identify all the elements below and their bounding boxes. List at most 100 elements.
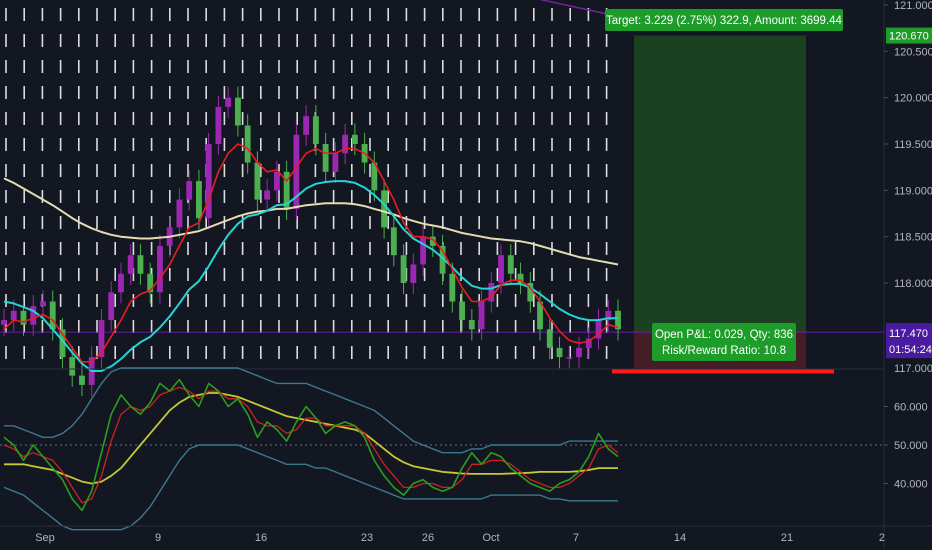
candle-body[interactable] — [30, 306, 37, 325]
signal-line[interactable] — [3, 386, 619, 504]
sma-slow-line[interactable] — [3, 177, 619, 266]
candle-body[interactable] — [1, 320, 7, 325]
lower-band-line[interactable] — [3, 444, 618, 531]
candle-body[interactable] — [205, 144, 212, 219]
candle-body[interactable] — [595, 320, 602, 339]
price-tick-label: 119.000 — [894, 185, 932, 197]
target-price-tag-text: 120.670 — [889, 31, 929, 43]
price-tick-label: 121.000 — [894, 0, 932, 12]
candle-body[interactable] — [215, 106, 222, 144]
candle-body[interactable] — [537, 301, 543, 330]
countdown-text: 01:54:24 — [889, 344, 932, 356]
position-info-box — [652, 323, 796, 361]
price-tick-label: 120.000 — [894, 93, 932, 105]
candle-body[interactable] — [546, 329, 553, 348]
candle-body[interactable] — [69, 357, 76, 376]
candle-body[interactable] — [225, 97, 232, 107]
candle-body[interactable] — [10, 310, 17, 321]
time-tick-label: 16 — [255, 532, 267, 544]
candle-body[interactable] — [517, 273, 524, 283]
time-tick-label: 9 — [155, 532, 161, 544]
upper-band-line[interactable] — [4, 367, 618, 454]
candle-body[interactable] — [439, 245, 446, 274]
candle-body[interactable] — [488, 283, 495, 302]
candle-body[interactable] — [108, 292, 115, 321]
candle-body[interactable] — [351, 134, 358, 144]
dashed-markers-layer — [5, 8, 608, 362]
slow-line[interactable] — [4, 392, 618, 485]
price-tick-label: 120.500 — [894, 46, 932, 58]
candle-body[interactable] — [468, 320, 475, 330]
candle-body[interactable] — [576, 347, 582, 358]
candle-body[interactable] — [137, 255, 144, 274]
position-info-line2: Risk/Reward Ratio: 10.8 — [662, 345, 786, 357]
candle-body[interactable] — [410, 264, 417, 283]
time-tick-label: 7 — [573, 532, 579, 544]
time-tick-label: 2 — [879, 532, 885, 544]
candle-body[interactable] — [186, 181, 193, 200]
osc-tick-label: 40.000 — [894, 479, 928, 491]
candle-body[interactable] — [20, 310, 27, 325]
candle-body[interactable] — [371, 162, 378, 191]
candle-body[interactable] — [118, 273, 124, 293]
position-labels: Target: 3.229 (2.75%) 322.9, Amount: 369… — [605, 9, 843, 361]
oscillator-axis[interactable]: 60.000 50.000 40.000 — [884, 402, 928, 491]
oscillator-panel[interactable] — [0, 367, 884, 531]
target-price-tag[interactable] — [886, 27, 932, 44]
candle-body[interactable] — [293, 134, 300, 209]
candle-body[interactable] — [342, 134, 349, 154]
target-zone — [634, 35, 806, 333]
candle-body[interactable] — [59, 329, 66, 358]
time-tick-label: 26 — [422, 532, 434, 544]
oscillator-line[interactable] — [3, 378, 619, 512]
candle-body[interactable] — [322, 144, 329, 172]
candle-body[interactable] — [478, 301, 485, 330]
candle-body[interactable] — [381, 190, 388, 228]
candle-body[interactable] — [283, 171, 290, 209]
osc-tick-label: 50.000 — [894, 440, 928, 452]
price-axis[interactable]: 121.000 120.500 120.000 119.500 119.000 118.5… — [884, 0, 932, 375]
time-tick-label: Sep — [35, 532, 55, 544]
candle-body[interactable] — [615, 310, 621, 330]
last-price-text: 117.470 — [889, 328, 928, 340]
candle-body[interactable] — [566, 357, 573, 359]
candle-body[interactable] — [176, 199, 183, 228]
candle-body[interactable] — [332, 153, 339, 172]
price-panel[interactable] — [1, 0, 631, 397]
candle-body[interactable] — [157, 245, 163, 293]
candle-body[interactable] — [400, 255, 407, 283]
time-axis[interactable]: Sep 9 16 23 26 Oct 7 14 21 2 — [35, 532, 885, 544]
candle-body[interactable] — [79, 375, 85, 385]
candle-body[interactable] — [147, 273, 154, 293]
candle-body[interactable] — [420, 236, 427, 265]
candle-body[interactable] — [244, 125, 251, 163]
candle-body[interactable] — [605, 310, 612, 321]
candle-body[interactable] — [556, 347, 563, 358]
price-tick-label: 117.000 — [894, 363, 932, 375]
candle-body[interactable] — [264, 190, 271, 200]
candle-body[interactable] — [254, 162, 261, 200]
candle-body[interactable] — [449, 273, 456, 302]
candle-body[interactable] — [498, 255, 504, 283]
last-price-tag[interactable] — [886, 323, 932, 359]
candle-body[interactable] — [40, 301, 46, 307]
candle-body[interactable] — [127, 255, 134, 274]
candle-body[interactable] — [585, 338, 592, 348]
candle-body[interactable] — [49, 301, 56, 330]
candle-body[interactable] — [195, 181, 202, 219]
candle-body[interactable] — [98, 320, 105, 358]
candle-body[interactable] — [273, 171, 280, 191]
candle-body[interactable] — [390, 227, 397, 256]
candle-body[interactable] — [234, 97, 241, 126]
position-info-line1: Open P&L: 0.029, Qty: 836 — [655, 329, 793, 341]
candle-body[interactable] — [507, 255, 514, 274]
target-label-text: Target: 3.229 (2.75%) 322.9, Amount: 369… — [606, 15, 843, 27]
time-tick-label: 14 — [674, 532, 686, 544]
ema-fast-line[interactable] — [3, 143, 619, 363]
candle-body[interactable] — [312, 116, 319, 144]
candle-body[interactable] — [303, 116, 310, 135]
candle-body[interactable] — [429, 236, 436, 246]
candle-body[interactable] — [527, 283, 534, 302]
candle-body[interactable] — [459, 301, 465, 321]
